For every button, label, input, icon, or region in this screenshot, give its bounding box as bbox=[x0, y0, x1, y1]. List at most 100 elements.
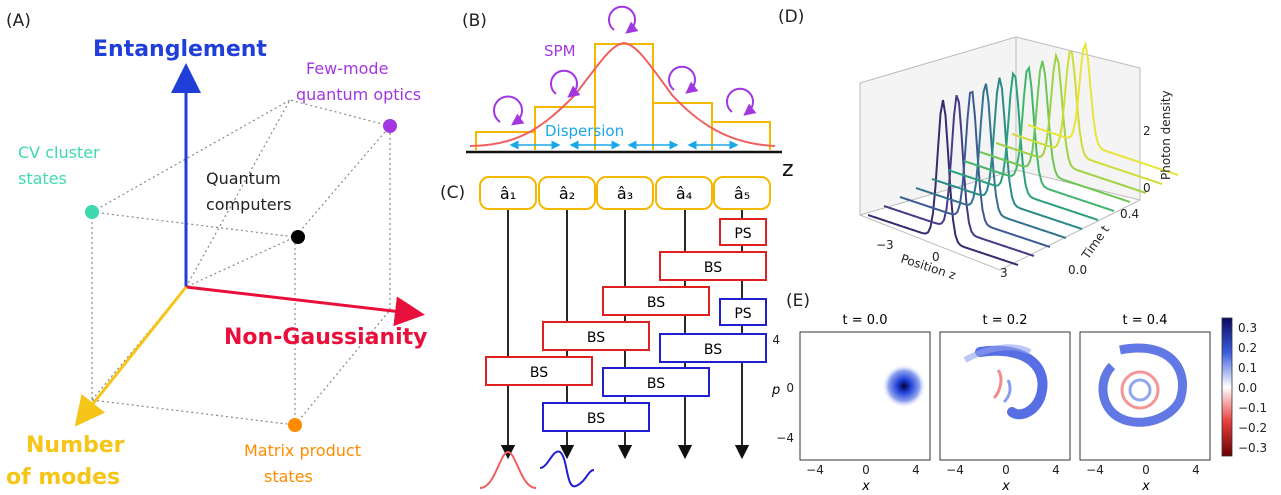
e3-xtick-0: 0 bbox=[1142, 463, 1150, 477]
modes-axis bbox=[74, 286, 188, 427]
d-xtick-m3: −3 bbox=[876, 238, 894, 252]
wigner-plot-2: t = 0.2 bbox=[939, 313, 1071, 461]
e3-xtick-4: 4 bbox=[1192, 463, 1200, 477]
cbar-02: 0.2 bbox=[1238, 341, 1257, 355]
wigner-plot-1: t = 0.0 bbox=[799, 313, 931, 461]
density-curve bbox=[931, 77, 1083, 230]
cv-cluster-label-1: CV cluster bbox=[18, 143, 100, 162]
d-ztick-0: 0 bbox=[1143, 181, 1151, 195]
d-ylabel: Photon density bbox=[1159, 90, 1173, 180]
bs-gate-23-blue: BS bbox=[587, 411, 605, 427]
d-ttick-0: 0.0 bbox=[1068, 263, 1087, 277]
e-ytick-4: 4 bbox=[772, 333, 780, 347]
mps-label-2: states bbox=[264, 467, 313, 486]
density-curve bbox=[883, 94, 1035, 257]
density-curve bbox=[867, 99, 1019, 266]
output-gaussian bbox=[479, 450, 537, 489]
panel-d-label: (D) bbox=[778, 7, 804, 27]
mps-point bbox=[288, 418, 302, 432]
panel-e-label: (E) bbox=[786, 291, 810, 311]
bs-gate-45-blue: BS bbox=[704, 342, 722, 358]
output-odd-mode bbox=[539, 450, 595, 488]
modes-label-2: of modes bbox=[6, 465, 120, 490]
density-curve bbox=[1027, 41, 1179, 176]
mode-a5: â₅ bbox=[734, 184, 750, 203]
density-curve bbox=[979, 60, 1131, 203]
cv-cluster-point bbox=[85, 205, 99, 219]
bs-gate-12: BS bbox=[530, 365, 548, 381]
mode-a3: â₃ bbox=[617, 184, 633, 203]
few-mode-label-1: Few-mode bbox=[306, 59, 388, 78]
cube bbox=[91, 99, 392, 426]
d-ztick-2: 2 bbox=[1143, 124, 1151, 138]
cv-cluster-label-2: states bbox=[18, 169, 67, 188]
e3-xtick-m4: −4 bbox=[1086, 463, 1104, 477]
mode-a4: â₄ bbox=[676, 184, 692, 203]
non-gaussianity-axis bbox=[185, 285, 425, 327]
e1-xtick-4: 4 bbox=[912, 463, 920, 477]
e1-xtick-m4: −4 bbox=[806, 463, 824, 477]
cbar-m02: −0.2 bbox=[1238, 421, 1267, 435]
density-curve bbox=[1011, 51, 1163, 185]
photon-density-curves bbox=[867, 41, 1179, 266]
panel-b-label: (B) bbox=[462, 11, 487, 31]
bs-gate-45: BS bbox=[704, 260, 722, 276]
wigner-plot-3: t = 0.4 bbox=[1079, 313, 1211, 461]
density-curve bbox=[915, 83, 1067, 239]
spm-rotations bbox=[493, 5, 757, 126]
mode-a1: â₁ bbox=[500, 184, 516, 203]
non-gaussianity-label: Non-Gaussianity bbox=[224, 325, 428, 350]
quantum-computers-point bbox=[291, 230, 305, 244]
e3-xlabel: x bbox=[1141, 479, 1150, 494]
mps-label-1: Matrix product bbox=[244, 441, 361, 460]
e-ytick-0: 0 bbox=[786, 381, 794, 395]
panel-a-label: (A) bbox=[6, 11, 31, 31]
panel-c-label: (C) bbox=[440, 183, 465, 203]
gates: PS BS BS PS BS BS BS BS BS bbox=[485, 218, 767, 432]
modes-label-1: Number bbox=[26, 433, 125, 458]
e-title-3: t = 0.4 bbox=[1123, 313, 1168, 328]
cbar-m03: −0.3 bbox=[1238, 441, 1267, 455]
cbar-00: 0.0 bbox=[1238, 381, 1257, 395]
e2-xtick-m4: −4 bbox=[946, 463, 964, 477]
qc-label-2: computers bbox=[206, 195, 292, 214]
spm-label: SPM bbox=[544, 42, 576, 60]
density-curve bbox=[963, 65, 1115, 212]
qc-label-1: Quantum bbox=[206, 169, 281, 188]
few-mode-label-2: quantum optics bbox=[296, 85, 421, 104]
e2-xlabel: x bbox=[1001, 479, 1010, 494]
bs-gate-34: BS bbox=[647, 295, 665, 311]
pulse-curve bbox=[469, 41, 776, 147]
cbar-01: 0.1 bbox=[1238, 361, 1257, 375]
mode-boxes: â₁ â₂ â₃ â₄ â₅ bbox=[479, 176, 771, 210]
few-mode-point bbox=[383, 119, 397, 133]
e2-xtick-4: 4 bbox=[1052, 463, 1060, 477]
bs-gate-34-blue: BS bbox=[647, 376, 665, 392]
e-title-2: t = 0.2 bbox=[983, 313, 1028, 328]
density-curve bbox=[899, 90, 1051, 248]
e2-xtick-0: 0 bbox=[1002, 463, 1010, 477]
ps-gate-blue: PS bbox=[734, 306, 751, 322]
dispersion-label: Dispersion bbox=[545, 122, 624, 140]
d-xtick-0: 0 bbox=[932, 250, 940, 264]
e-axes-ticks: 4 0 −4 p −4 0 4 x −4 0 4 x −4 0 4 x bbox=[771, 333, 1200, 494]
e1-xtick-0: 0 bbox=[862, 463, 870, 477]
ps-gate-red: PS bbox=[734, 226, 751, 242]
z-label: z bbox=[782, 157, 794, 182]
entanglement-label: Entanglement bbox=[93, 37, 267, 62]
cbar-m01: −0.1 bbox=[1238, 401, 1267, 415]
mode-a2: â₂ bbox=[559, 184, 575, 203]
d-xtick-3: 3 bbox=[1000, 266, 1008, 280]
e-ylabel: p bbox=[771, 383, 780, 398]
e1-xlabel: x bbox=[861, 479, 870, 494]
d-xlabel: Position z bbox=[899, 252, 957, 283]
density-curve bbox=[995, 51, 1147, 194]
e-title-1: t = 0.0 bbox=[843, 313, 888, 328]
cbar-03: 0.3 bbox=[1238, 321, 1257, 335]
3d-axes-box bbox=[859, 36, 1141, 271]
e-ytick-m4: −4 bbox=[776, 431, 794, 445]
colorbar: 0.3 0.2 0.1 0.0 −0.1 −0.2 −0.3 bbox=[1221, 317, 1267, 457]
d-ttick-04: 0.4 bbox=[1120, 207, 1139, 221]
bs-gate-23: BS bbox=[587, 330, 605, 346]
